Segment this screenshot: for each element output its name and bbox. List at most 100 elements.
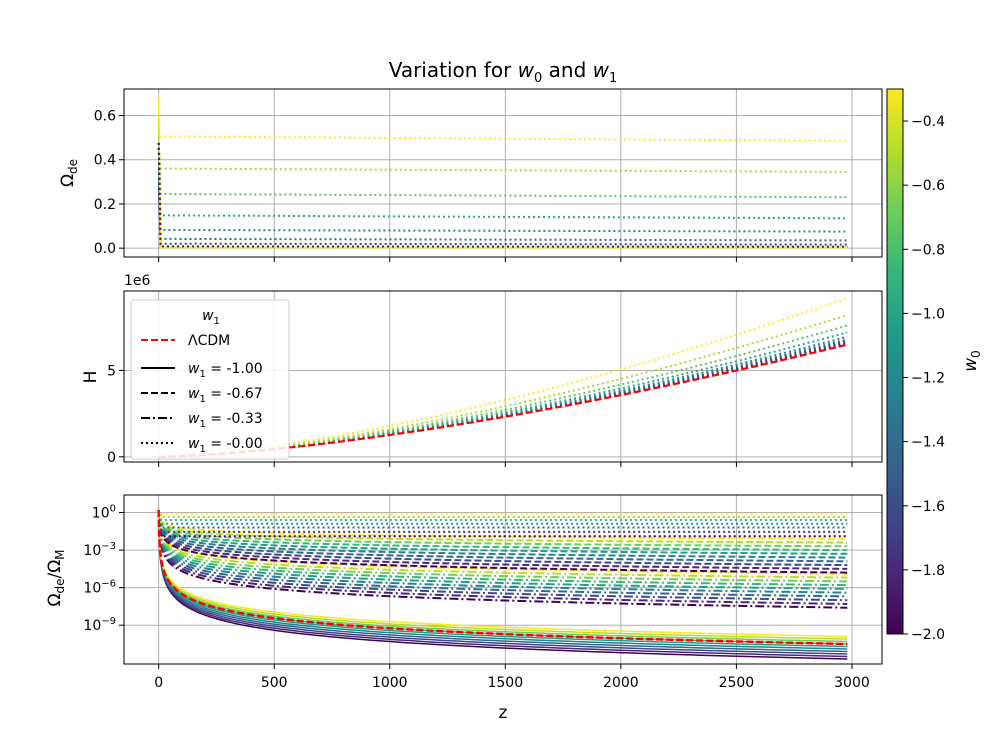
hubble-dotted-line bbox=[158, 338, 848, 458]
ratio-solid-line bbox=[157, 509, 848, 638]
ratio-dotted-line bbox=[157, 508, 848, 515]
series-hubble bbox=[158, 296, 848, 458]
omega-de-dotted-line bbox=[157, 135, 848, 144]
ratio-solid-line bbox=[157, 509, 848, 660]
x-ticks-ratio: 0 500 1000 1500 2000 2500 3000 bbox=[154, 664, 870, 691]
x-tick-label: 0 bbox=[154, 675, 163, 691]
ratio-dashed-line bbox=[157, 509, 848, 552]
omega-de-spike-line bbox=[158, 166, 848, 249]
series-ratio bbox=[157, 508, 848, 660]
x-tick-label: 1000 bbox=[372, 675, 408, 691]
y-tick-label: 0.0 bbox=[94, 241, 116, 257]
omega-de-dotted-line bbox=[157, 142, 848, 173]
panel-ratio: 100 10−3 10−6 10−9 0 500 1000 1500 2000 2500 3000… bbox=[45, 494, 883, 691]
ratio-dashed-line bbox=[157, 509, 848, 559]
colorbar-tick-label: −2.0 bbox=[911, 627, 945, 643]
legend-box bbox=[130, 299, 290, 460]
ratio-lcdm-line bbox=[157, 509, 848, 646]
ratio-dashdot-line bbox=[157, 509, 848, 587]
y-ticks-hubble: 05 bbox=[107, 363, 124, 466]
y-axis-label-omega-de: Ωde bbox=[58, 159, 80, 187]
chart-title: Variation for w0 and w1 bbox=[389, 58, 618, 86]
ratio-dashdot-line bbox=[157, 509, 848, 602]
panel-omega-de: 0.0 0.2 0.4 0.6 Ωde bbox=[58, 88, 883, 262]
colorbar-tick-label: −1.4 bbox=[911, 435, 945, 451]
grid-omega-de bbox=[124, 89, 882, 257]
colorbar-tick-label: −0.4 bbox=[911, 114, 945, 130]
panel-hubble: 05 1e6 H w1 ΛCDM w1 = -1.00 w1 = -0.67 w… bbox=[81, 273, 883, 467]
omega-de-spike-line bbox=[158, 113, 848, 249]
y-ticks-ratio: 100 10−3 10−6 10−9 bbox=[83, 504, 124, 634]
ratio-dashdot-line bbox=[157, 509, 848, 590]
ratio-dashdot-line bbox=[157, 509, 848, 579]
colorbar-tick-label: −1.0 bbox=[911, 306, 945, 322]
ratio-dashed-line bbox=[157, 509, 848, 567]
y-tick-label: 10−9 bbox=[83, 616, 116, 634]
legend-label-lcdm: ΛCDM bbox=[188, 333, 230, 349]
y-ticks-omega-de: 0.0 0.2 0.4 0.6 bbox=[94, 109, 124, 257]
x-axis-label: z bbox=[499, 703, 508, 723]
omega-de-dotted-line bbox=[157, 142, 848, 220]
ratio-dashdot-line bbox=[157, 509, 848, 583]
omega-de-spike-line bbox=[158, 97, 848, 249]
axes-frame-omega-de bbox=[123, 88, 883, 258]
omega-de-dotted-line bbox=[157, 142, 848, 248]
ratio-solid-line bbox=[157, 509, 848, 658]
omega-de-spike-line bbox=[158, 124, 848, 249]
x-tick-label: 500 bbox=[261, 675, 288, 691]
colorbar-ticks: −0.4 −0.6 −0.8 −1.0 −1.2 −1.4 −1.6 −1.8 −2.0 bbox=[903, 114, 945, 643]
ratio-solid-line bbox=[157, 509, 848, 650]
colorbar-tick-label: −1.8 bbox=[911, 563, 945, 579]
legend-label-solid: w1 = -1.00 bbox=[188, 361, 263, 380]
y-tick-label: 10−6 bbox=[83, 579, 116, 597]
ratio-solid-line bbox=[157, 509, 848, 653]
x-tick-label: 1500 bbox=[487, 675, 523, 691]
ratio-solid-line bbox=[157, 509, 848, 643]
axes-frame-hubble bbox=[123, 290, 883, 463]
ratio-dashed-line bbox=[157, 509, 848, 570]
colorbar-tick-label: −1.2 bbox=[911, 371, 945, 387]
hubble-dotted-line bbox=[158, 296, 848, 458]
ratio-solid-line bbox=[157, 509, 848, 648]
y-tick-label: 5 bbox=[107, 363, 116, 379]
x-tick-label: 2500 bbox=[719, 675, 755, 691]
hubble-dotted-line bbox=[158, 340, 848, 458]
omega-de-dotted-line bbox=[157, 142, 848, 199]
omega-de-dotted-line bbox=[157, 142, 848, 246]
y-tick-label: 0.6 bbox=[94, 109, 116, 125]
x-tickmarks-hubble bbox=[158, 462, 853, 467]
series-omega-de bbox=[157, 97, 848, 249]
colorbar-tick-label: −0.8 bbox=[911, 242, 945, 258]
x-tick-label: 3000 bbox=[834, 675, 870, 691]
ratio-dotted-line bbox=[157, 508, 848, 518]
ratio-dashdot-line bbox=[157, 509, 848, 605]
colorbar: −0.4 −0.6 −0.8 −1.0 −1.2 −1.4 −1.6 −1.8 −2.0 w0 bbox=[886, 88, 983, 643]
y-tick-label: 0.4 bbox=[94, 153, 116, 169]
colorbar-label: w0 bbox=[961, 350, 983, 372]
omega-de-spike-line bbox=[158, 156, 848, 249]
x-tickmarks-omega-de bbox=[158, 257, 853, 262]
y-tick-label: 0.2 bbox=[94, 197, 116, 213]
colorbar-gradient bbox=[886, 88, 904, 635]
ratio-dashdot-line bbox=[157, 509, 848, 598]
y-tick-label: 10−3 bbox=[83, 541, 116, 559]
ratio-dashed-line bbox=[157, 509, 848, 548]
y-tick-label: 0 bbox=[107, 450, 116, 466]
ratio-dashed-line bbox=[157, 509, 848, 540]
ratio-dashdot-line bbox=[157, 509, 848, 609]
offset-text-hubble: 1e6 bbox=[124, 273, 151, 289]
legend: w1 ΛCDM w1 = -1.00 w1 = -0.67 w1 = -0.33… bbox=[130, 299, 290, 460]
ratio-dashed-line bbox=[157, 509, 848, 555]
ratio-dotted-line bbox=[157, 508, 848, 521]
ratio-dashed-line bbox=[157, 509, 848, 574]
colorbar-tick-label: −1.6 bbox=[911, 499, 945, 515]
ratio-solid-line bbox=[157, 509, 848, 655]
omega-de-spike-line bbox=[158, 177, 848, 249]
ratio-dashed-line bbox=[157, 509, 848, 544]
x-tick-label: 2000 bbox=[603, 675, 639, 691]
y-axis-label-ratio: Ωde/ΩM bbox=[45, 549, 67, 606]
ratio-solid-line bbox=[157, 509, 848, 640]
legend-label-dashed: w1 = -0.67 bbox=[188, 386, 263, 405]
y-tick-label: 100 bbox=[92, 504, 116, 522]
